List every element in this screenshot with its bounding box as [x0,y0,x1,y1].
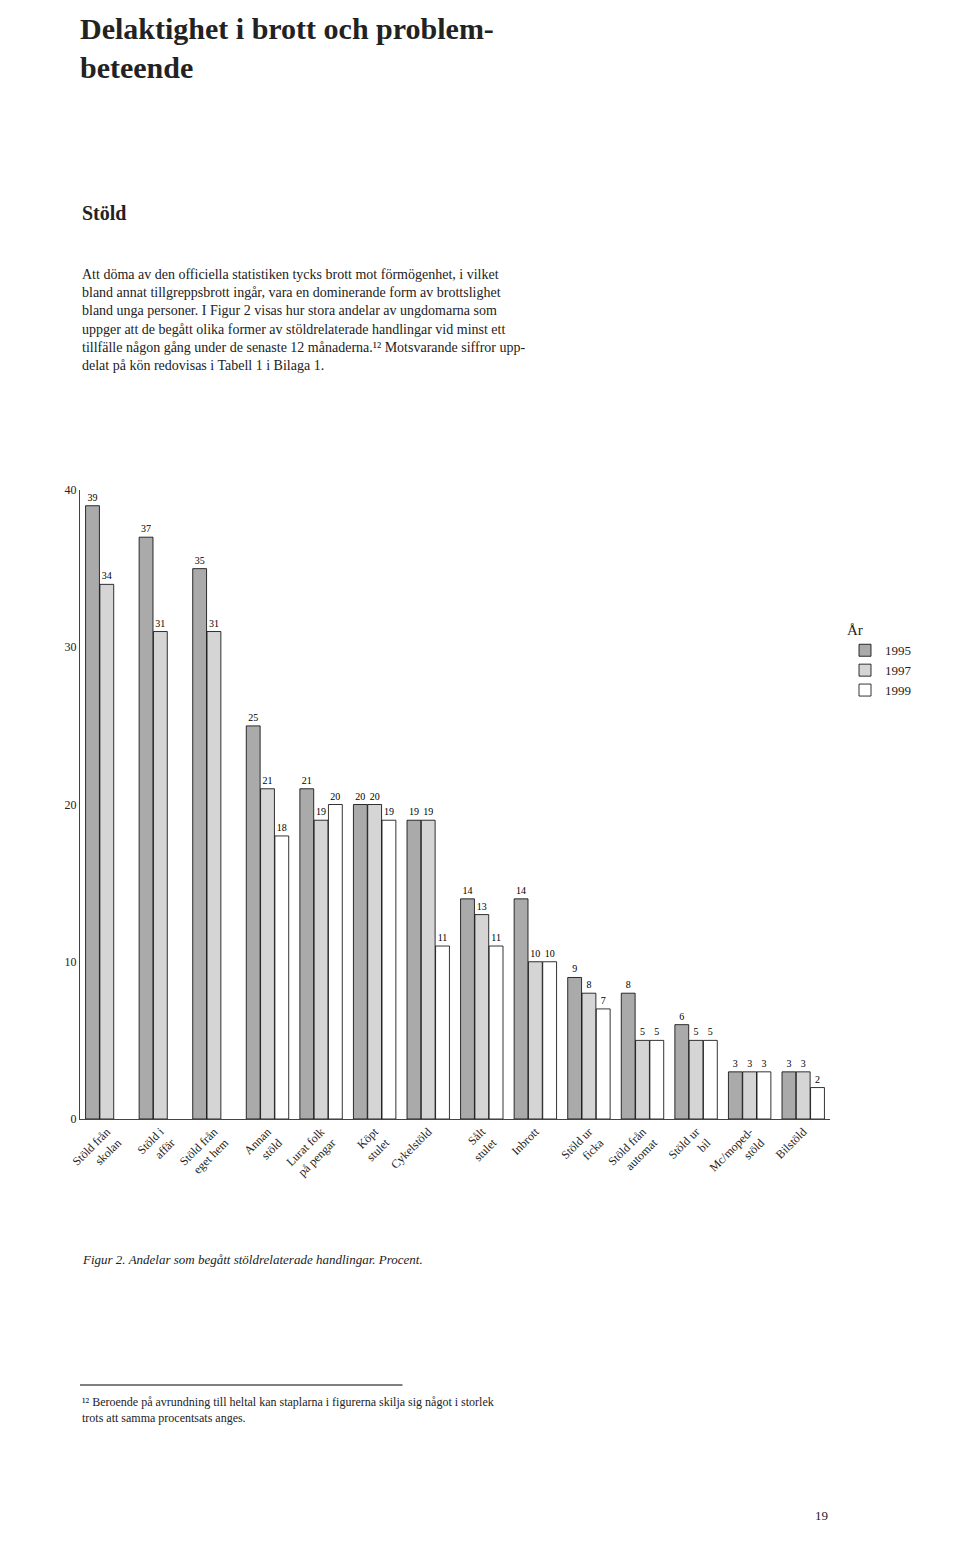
svg-text:20: 20 [370,791,380,802]
svg-text:Stöld: Stöld [82,202,126,224]
svg-text:Stöld frånautomat: Stöld frånautomat [605,1124,660,1179]
svg-text:Inbrott: Inbrott [509,1124,542,1157]
svg-text:Att döma av den officiella sta: Att döma av den officiella statistiken t… [82,267,525,373]
svg-text:19: 19 [316,806,326,817]
svg-text:År: År [847,622,863,638]
svg-text:Lurat folkpå pengar: Lurat folkpå pengar [283,1125,338,1180]
svg-text:Annanstöld: Annanstöld [241,1125,285,1169]
svg-text:31: 31 [155,618,165,629]
svg-text:Stöld frånskolan: Stöld frånskolan [70,1125,125,1180]
svg-text:5: 5 [694,1026,699,1037]
svg-text:20: 20 [355,791,365,802]
svg-text:19: 19 [423,806,433,817]
svg-text:10: 10 [545,948,555,959]
svg-text:Bilstöld: Bilstöld [773,1125,810,1162]
svg-text:0: 0 [71,1112,77,1126]
svg-text:14: 14 [516,885,526,896]
svg-text:1995: 1995 [885,643,911,658]
svg-text:39: 39 [88,492,98,503]
svg-text:3: 3 [761,1058,766,1069]
svg-text:3: 3 [733,1058,738,1069]
svg-text:11: 11 [491,932,501,943]
svg-text:3: 3 [786,1058,791,1069]
svg-text:Såltstulet: Såltstulet [460,1124,500,1164]
svg-text:35: 35 [195,555,205,566]
svg-text:30: 30 [65,640,77,654]
svg-text:19: 19 [384,806,394,817]
svg-text:Stöld iaffär: Stöld iaffär [134,1124,178,1168]
svg-text:31: 31 [209,618,219,629]
svg-text:40: 40 [65,483,77,497]
svg-text:¹² Beroende på avrundning till: ¹² Beroende på avrundning till heltal ka… [82,1395,494,1425]
svg-text:20: 20 [330,791,340,802]
svg-text:Cykelstöld: Cykelstöld [388,1125,435,1172]
svg-text:10: 10 [530,948,540,959]
svg-text:Mc/moped-stöld: Mc/moped-stöld [707,1125,768,1186]
svg-text:5: 5 [640,1026,645,1037]
svg-text:8: 8 [626,979,631,990]
svg-text:5: 5 [708,1026,713,1037]
svg-text:Delaktighet i brott och proble: Delaktighet i brott och problem-beteende [80,12,494,84]
svg-text:37: 37 [141,523,151,534]
svg-text:11: 11 [438,932,448,943]
svg-text:Figur 2. Andelar som begått st: Figur 2. Andelar som begått stöldrelater… [82,1252,423,1267]
svg-text:3: 3 [747,1058,752,1069]
svg-text:7: 7 [601,995,606,1006]
svg-text:19: 19 [409,806,419,817]
svg-text:1997: 1997 [885,663,912,678]
svg-text:25: 25 [248,712,258,723]
svg-text:13: 13 [477,901,487,912]
svg-text:14: 14 [463,885,473,896]
svg-text:Köptstulet: Köptstulet [353,1124,393,1164]
svg-text:2: 2 [815,1074,820,1085]
svg-text:1999: 1999 [885,683,911,698]
svg-text:Stöld urbil: Stöld urbil [665,1124,714,1173]
svg-text:10: 10 [65,955,77,969]
svg-text:34: 34 [102,570,112,581]
svg-text:18: 18 [277,822,287,833]
svg-text:21: 21 [263,775,273,786]
svg-text:21: 21 [302,775,312,786]
svg-text:6: 6 [679,1011,684,1022]
svg-text:20: 20 [65,798,77,812]
svg-text:8: 8 [586,979,591,990]
svg-text:19: 19 [815,1508,828,1523]
svg-text:Stöld urficka: Stöld urficka [558,1124,607,1173]
svg-text:3: 3 [801,1058,806,1069]
svg-text:Stöld fråneget hem: Stöld fråneget hem [177,1124,232,1179]
svg-text:9: 9 [572,963,577,974]
svg-text:5: 5 [654,1026,659,1037]
